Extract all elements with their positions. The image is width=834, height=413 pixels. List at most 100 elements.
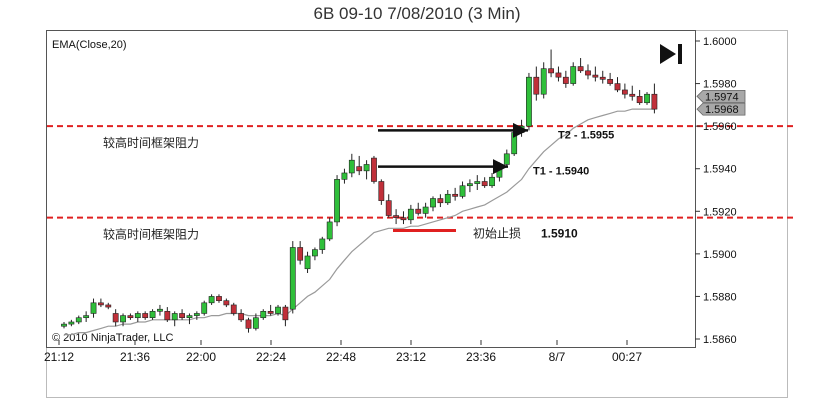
candle bbox=[614, 77, 621, 93]
candle bbox=[378, 179, 385, 205]
candle bbox=[356, 155, 363, 176]
candle bbox=[312, 247, 318, 261]
y-tick-label: 1.5920 bbox=[703, 206, 737, 218]
candle-body bbox=[201, 302, 208, 314]
candle bbox=[334, 175, 340, 227]
candle-body bbox=[252, 317, 259, 329]
candle bbox=[134, 311, 141, 322]
chart-title: 6B 09-10 7/08/2010 (3 Min) bbox=[313, 4, 521, 23]
candle-body bbox=[216, 296, 222, 301]
candle bbox=[422, 202, 429, 218]
candle-body bbox=[452, 193, 459, 197]
candle bbox=[548, 49, 554, 78]
candle bbox=[90, 298, 97, 318]
stop-loss-value: 1.5910 bbox=[541, 226, 578, 240]
candle-body bbox=[157, 308, 163, 312]
candle-body bbox=[644, 93, 650, 104]
candle-body bbox=[621, 89, 628, 95]
candle-body bbox=[208, 296, 215, 304]
candle-body bbox=[651, 93, 658, 110]
candle bbox=[533, 66, 540, 101]
candle bbox=[437, 194, 444, 208]
candle-body bbox=[592, 74, 599, 78]
candle bbox=[540, 62, 547, 99]
candle bbox=[105, 302, 112, 310]
x-tick-label: 22:48 bbox=[326, 350, 356, 364]
candle-body bbox=[393, 215, 399, 218]
candle-body bbox=[348, 159, 355, 174]
candle-body bbox=[61, 323, 67, 327]
candle-body bbox=[533, 76, 540, 95]
candle bbox=[149, 309, 156, 320]
price-tag-box bbox=[696, 102, 746, 116]
candle bbox=[570, 62, 577, 86]
target-label: T2 - 1.5955 bbox=[558, 129, 614, 141]
candle-body bbox=[341, 172, 348, 180]
candle bbox=[326, 217, 333, 242]
candle bbox=[577, 58, 584, 73]
candle bbox=[363, 160, 370, 180]
candle-body bbox=[334, 179, 340, 223]
candle-body bbox=[245, 319, 252, 329]
candle-body bbox=[400, 217, 407, 221]
candle-body bbox=[260, 311, 267, 319]
candle-body bbox=[282, 306, 289, 321]
candle bbox=[223, 298, 230, 308]
candle-body bbox=[164, 311, 171, 321]
candle bbox=[489, 172, 495, 188]
candle bbox=[75, 315, 82, 325]
candle-body bbox=[312, 249, 318, 257]
candle bbox=[518, 119, 525, 137]
x-tick-label: 00:27 bbox=[612, 350, 642, 364]
x-tick-label: 22:00 bbox=[186, 350, 216, 364]
candle-body bbox=[171, 313, 178, 321]
resistance-label: 较高时间框架阻力 bbox=[103, 135, 199, 150]
price-tag-label: 1.5968 bbox=[705, 104, 739, 116]
candle bbox=[61, 321, 67, 329]
candle bbox=[201, 300, 208, 316]
candle bbox=[474, 175, 481, 190]
candle bbox=[644, 92, 650, 105]
stop-loss-label: 初始止损 bbox=[473, 226, 521, 240]
candle bbox=[629, 85, 636, 101]
candle-body bbox=[112, 313, 119, 323]
candle bbox=[68, 319, 75, 327]
candle bbox=[252, 313, 259, 331]
candle bbox=[341, 168, 348, 184]
candle bbox=[385, 194, 392, 218]
skip-to-end-icon[interactable] bbox=[660, 44, 682, 64]
candle-body bbox=[407, 208, 414, 221]
x-tick-label: 22:24 bbox=[256, 350, 286, 364]
candle-body bbox=[489, 176, 495, 187]
candle bbox=[415, 202, 422, 216]
candle bbox=[142, 311, 149, 320]
y-tick-label: 1.5980 bbox=[703, 79, 737, 91]
y-tick-label: 1.5960 bbox=[703, 121, 737, 133]
candle bbox=[186, 313, 193, 325]
candle bbox=[157, 304, 163, 316]
candle bbox=[98, 298, 104, 308]
candle bbox=[120, 313, 126, 327]
candle-body bbox=[120, 315, 126, 323]
y-tick-label: 1.5860 bbox=[703, 334, 737, 346]
candle-body bbox=[562, 76, 569, 84]
candle-body bbox=[385, 200, 392, 216]
candle-body bbox=[186, 315, 193, 319]
candle bbox=[348, 153, 355, 178]
candle-body bbox=[629, 93, 636, 97]
candle-body bbox=[98, 302, 104, 306]
candle-body bbox=[481, 181, 488, 187]
candle bbox=[393, 209, 399, 225]
candle-body bbox=[614, 83, 621, 91]
candle bbox=[127, 313, 134, 320]
candle-body bbox=[193, 313, 200, 316]
candle bbox=[319, 236, 326, 254]
candle-body bbox=[548, 68, 554, 74]
candle bbox=[171, 311, 178, 327]
candle bbox=[282, 304, 289, 327]
candle-body bbox=[555, 72, 562, 78]
candle-body bbox=[459, 185, 466, 197]
candle-body bbox=[422, 206, 429, 214]
candle-body bbox=[238, 313, 245, 321]
